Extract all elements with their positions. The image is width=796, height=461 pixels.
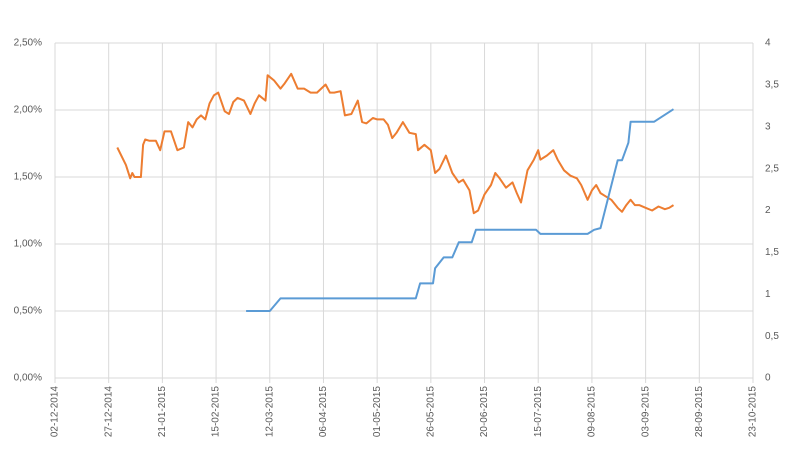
x-tick-label: 01-05-2015 [372,386,383,438]
x-tick-label: 23-10-2015 [748,386,759,438]
y2-tick-label: 4 [765,38,771,49]
x-tick-label: 06-04-2015 [318,386,329,438]
y2-tick-label: 2 [765,205,771,216]
data-line [116,72,675,215]
y-tick-label: 2,50% [14,38,42,49]
x-tick-label: 15-07-2015 [533,386,544,438]
x-tick-label: 12-03-2015 [264,386,275,438]
x-tick-label: 09-08-2015 [587,386,598,438]
y-tick-label: 2,00% [14,105,42,116]
x-tick-label: 26-05-2015 [425,386,436,438]
x-tick-label: 21-01-2015 [157,386,168,438]
x-tick-label: 15-02-2015 [211,386,222,438]
x-tick-label: 20-06-2015 [479,386,490,438]
y2-tick-label: 2,5 [765,163,779,174]
y-tick-label: 0,00% [14,373,42,384]
y2-tick-label: 0 [765,373,771,384]
y2-tick-label: 1 [765,289,771,300]
x-tick-label: 03-09-2015 [640,386,651,438]
y2-tick-label: 0,5 [765,331,779,342]
y2-tick-label: 3,5 [765,80,779,91]
y-tick-label: 1,00% [14,239,42,250]
y-tick-label: 1,50% [14,172,42,183]
y2-tick-label: 3 [765,121,771,132]
x-tick-label: 27-12-2014 [103,386,114,438]
data-line [246,108,675,312]
x-tick-label: 02-12-2014 [50,386,61,438]
y-tick-label: 0,50% [14,306,42,317]
x-tick-label: 28-09-2015 [694,386,705,438]
y2-tick-label: 1,5 [765,247,779,258]
